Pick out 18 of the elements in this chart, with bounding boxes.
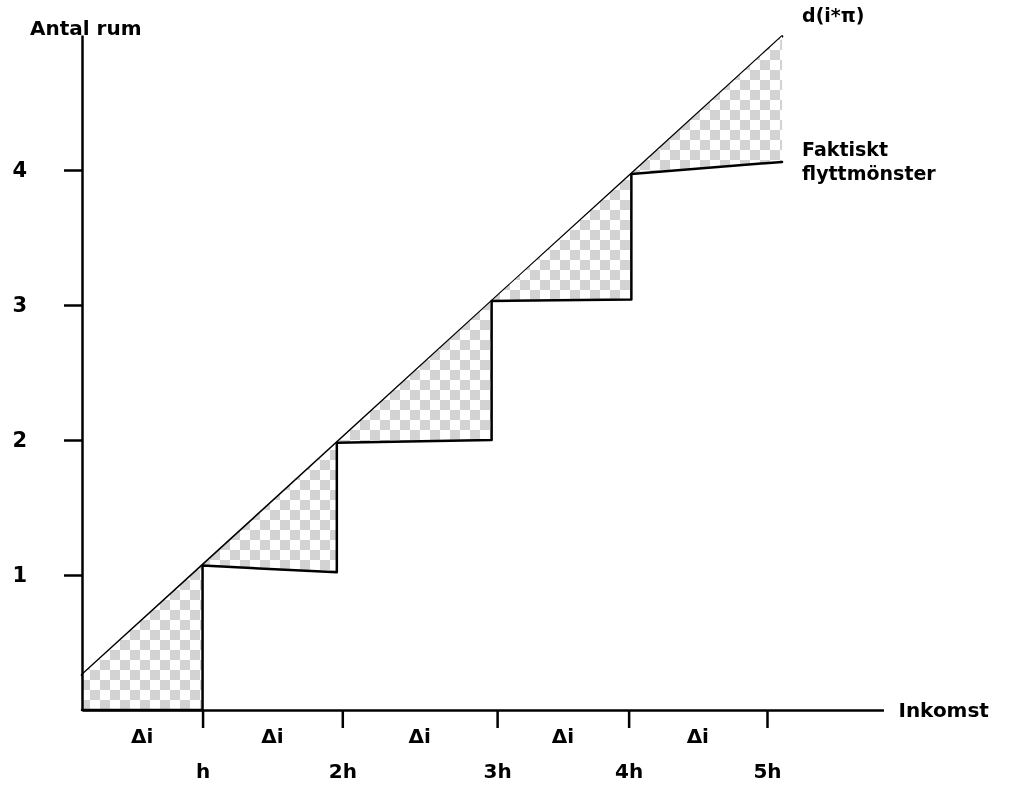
- y-axis-title: Antal rum: [30, 16, 142, 40]
- series-label: Faktiskt flyttmönster: [802, 137, 937, 184]
- x-tick-label: h: [195, 759, 211, 784]
- text: Δi: [408, 724, 431, 748]
- x-tick-label: 5h: [753, 759, 782, 784]
- text: Δi: [131, 724, 154, 748]
- y-tick-label: 3: [12, 293, 27, 318]
- y-tick-label: 2: [12, 428, 27, 453]
- series-label: d(i*π): [802, 4, 865, 27]
- y-tick-label: 4: [12, 158, 27, 183]
- x-tick-label: 4h: [615, 759, 644, 784]
- text: Δi: [261, 724, 284, 748]
- text: Δi: [686, 724, 709, 748]
- text: Δi: [551, 724, 575, 748]
- x-tick-label: 3h: [483, 759, 512, 784]
- x-axis-title: Inkomst: [898, 698, 990, 722]
- y-tick-label: 1: [12, 563, 27, 588]
- x-tick-label: 2h: [328, 759, 357, 784]
